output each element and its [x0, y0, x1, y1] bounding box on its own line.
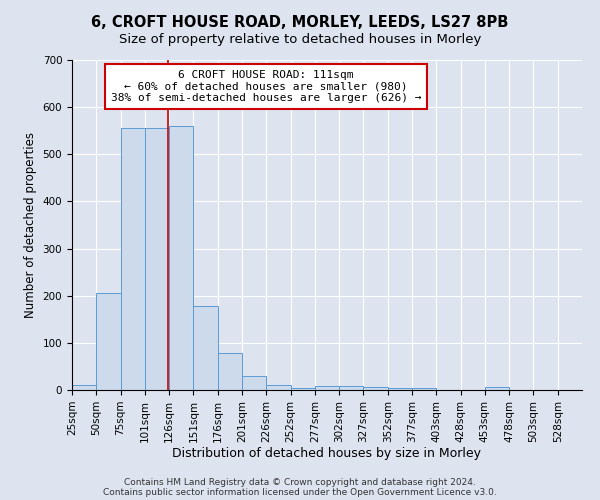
Bar [339, 386, 364, 390]
Bar [218, 353, 242, 390]
Bar [145, 128, 169, 390]
Bar [266, 385, 290, 390]
Bar [121, 128, 145, 390]
Bar [242, 376, 266, 390]
Bar [485, 387, 509, 390]
Text: Contains HM Land Registry data © Crown copyright and database right 2024.
Contai: Contains HM Land Registry data © Crown c… [103, 478, 497, 497]
Bar [290, 388, 315, 390]
Y-axis label: Number of detached properties: Number of detached properties [24, 132, 37, 318]
Bar [364, 386, 388, 390]
Bar [193, 306, 218, 390]
Bar [412, 388, 436, 390]
Text: 6, CROFT HOUSE ROAD, MORLEY, LEEDS, LS27 8PB: 6, CROFT HOUSE ROAD, MORLEY, LEEDS, LS27… [91, 15, 509, 30]
X-axis label: Distribution of detached houses by size in Morley: Distribution of detached houses by size … [173, 448, 482, 460]
Bar [72, 386, 96, 390]
Text: 6 CROFT HOUSE ROAD: 111sqm
← 60% of detached houses are smaller (980)
38% of sem: 6 CROFT HOUSE ROAD: 111sqm ← 60% of deta… [110, 70, 421, 103]
Bar [388, 388, 412, 390]
Bar [315, 386, 339, 390]
Bar [96, 294, 121, 390]
Bar [169, 126, 193, 390]
Text: Size of property relative to detached houses in Morley: Size of property relative to detached ho… [119, 32, 481, 46]
